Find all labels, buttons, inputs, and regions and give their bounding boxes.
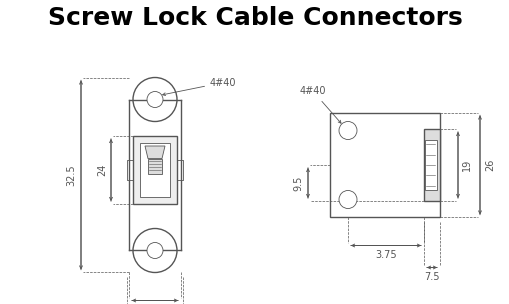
Circle shape [147, 243, 163, 258]
Text: 9.5: 9.5 [293, 175, 302, 191]
Bar [133, 136, 177, 204]
Circle shape [133, 78, 177, 122]
Circle shape [338, 122, 356, 140]
Text: Screw Lock Cable Connectors: Screw Lock Cable Connectors [47, 6, 462, 30]
Circle shape [147, 92, 163, 108]
Text: 26: 26 [484, 159, 494, 171]
Circle shape [338, 191, 356, 209]
Text: 32.5: 32.5 [66, 164, 76, 186]
Bar [140, 143, 169, 197]
Polygon shape [145, 146, 165, 159]
Text: 7.5: 7.5 [423, 272, 439, 282]
Text: 4#40: 4#40 [299, 87, 341, 123]
Bar [129, 99, 181, 250]
Text: 4#40: 4#40 [162, 78, 236, 95]
Text: 12: 12 [167, 181, 178, 193]
Bar [423, 129, 439, 201]
Text: 19: 19 [461, 159, 471, 171]
Bar [148, 159, 162, 174]
Text: 3.75: 3.75 [375, 250, 396, 261]
Bar [424, 140, 436, 190]
Bar [329, 112, 439, 217]
Circle shape [133, 229, 177, 272]
Text: 24: 24 [97, 164, 107, 176]
